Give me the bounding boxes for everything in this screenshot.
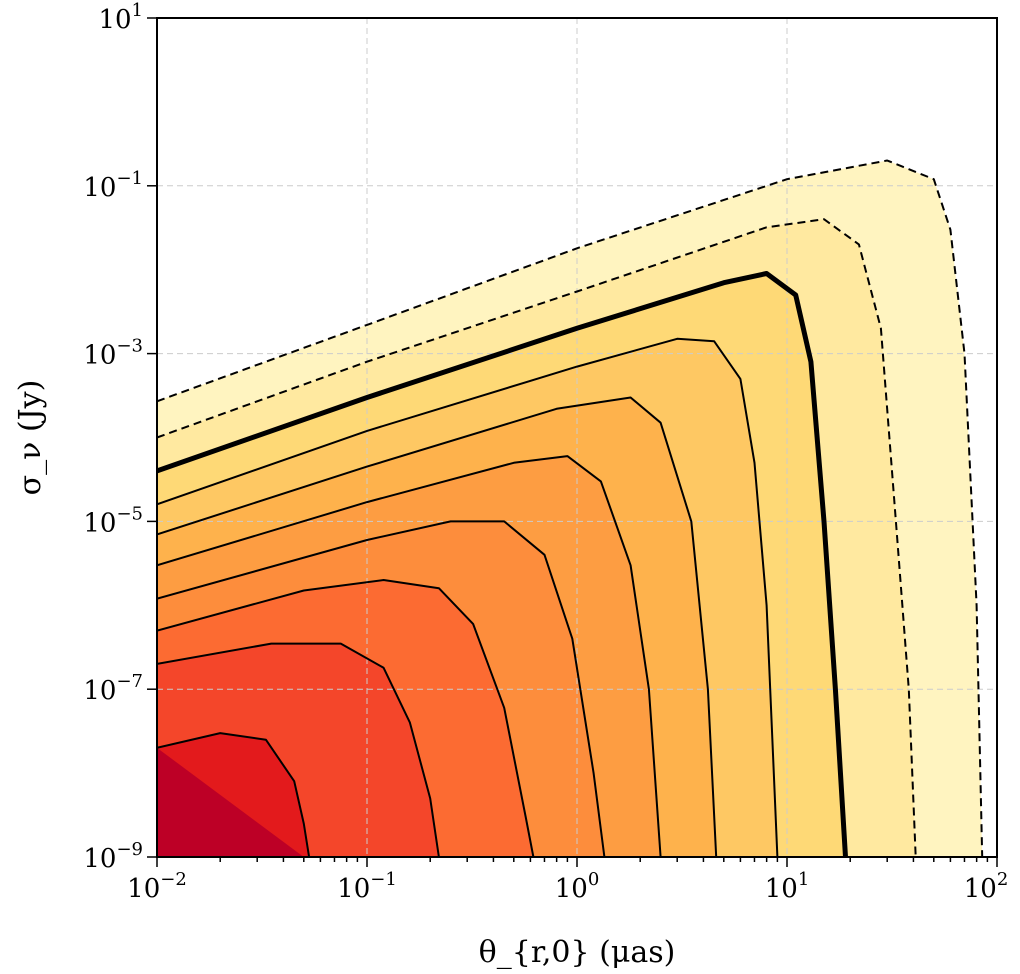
axis-ticks — [147, 17, 998, 867]
contour-line — [157, 732, 311, 857]
contour-line — [157, 159, 984, 857]
y-axis-label: σ_ν (Jy) — [13, 380, 48, 496]
x-tick-label: 10−1 — [337, 869, 397, 904]
y-tick-label: 101 — [98, 0, 143, 35]
tick-labels: 10−2 10−1 100 101 102 10−9 10−7 10−5 10−3 10−1 101 — [83, 0, 1008, 904]
x-tick-label: 100 — [555, 869, 600, 904]
contour-line — [157, 396, 718, 857]
x-axis-label: θ_{r,0} (μas) — [479, 935, 676, 970]
contour-line — [157, 337, 779, 857]
y-tick-label: 10−9 — [83, 839, 143, 874]
heatmap-layer — [157, 160, 983, 857]
x-tick-label: 101 — [765, 869, 810, 904]
contour-line — [157, 271, 848, 857]
contour-line — [157, 218, 917, 857]
x-tick-label: 10−2 — [127, 869, 187, 904]
y-tick-label: 10−1 — [83, 168, 143, 203]
y-tick-label: 10−7 — [83, 671, 143, 706]
y-tick-label: 10−5 — [83, 503, 143, 538]
contour-lines — [157, 159, 984, 857]
y-tick-label: 10−3 — [83, 336, 143, 371]
contour-line — [157, 455, 662, 857]
contour-line — [157, 579, 535, 857]
x-tick-label: 102 — [964, 869, 1009, 904]
contour-line — [157, 520, 606, 857]
contour-line — [157, 642, 440, 857]
heatmap-core — [157, 747, 304, 857]
